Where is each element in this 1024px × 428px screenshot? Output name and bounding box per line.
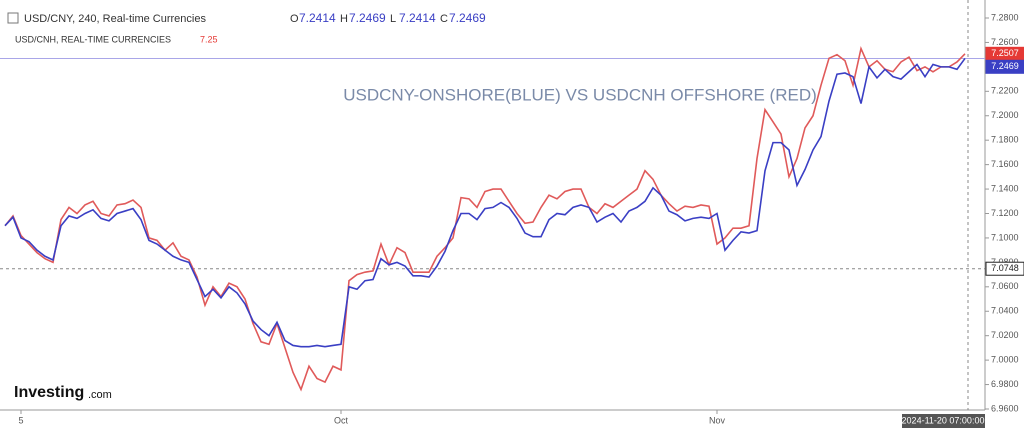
second-title: USD/CNH, REAL-TIME CURRENCIES [15,34,171,44]
x-tick-label: Nov [709,415,726,425]
y-tick-label: 7.0000 [991,355,1019,365]
y-tick-label: 7.2200 [991,86,1019,96]
second-value: 7.25 [200,34,218,44]
price-badge-label: 7.2507 [991,48,1019,58]
annotation: USDCNY-ONSHORE(BLUE) VS USDCNH OFFSHORE … [343,85,817,104]
ohlc-value: 7.2469 [449,11,486,25]
y-tick-label: 7.1400 [991,183,1019,193]
price-badge-label: 7.0748 [991,263,1019,273]
logo: Investing [14,384,84,401]
y-tick-label: 7.1800 [991,135,1019,145]
y-tick-label: 7.0200 [991,330,1019,340]
y-tick-label: 6.9600 [991,403,1019,413]
ohlc-label: O [290,13,299,25]
ohlc-value: 7.2414 [299,11,336,25]
y-tick-label: 7.0600 [991,281,1019,291]
time-badge [902,414,985,428]
x-tick-label: 5 [18,415,23,425]
price-badge [985,261,1024,276]
time-label: 2024-11-20 07:00:00 [902,415,985,425]
y-tick-label: 7.2000 [991,110,1019,120]
y-tick-label: 6.9800 [991,379,1019,389]
ohlc-label: L [390,13,396,25]
price-badge-label: 7.2469 [991,61,1019,71]
header-title: USD/CNY, 240, Real-time Currencies [24,13,206,25]
y-tick-label: 7.2600 [991,37,1019,47]
ohlc-value: 7.2469 [349,11,386,25]
y-tick-label: 7.0400 [991,306,1019,316]
logo-suffix: .com [88,389,112,401]
ohlc-label: C [440,13,448,25]
collapse-icon[interactable] [7,12,19,24]
y-tick-label: 7.1600 [991,159,1019,169]
ohlc-label: H [340,13,348,25]
y-tick-label: 7.1000 [991,232,1019,242]
y-tick-label: 7.2800 [991,12,1019,22]
price-badge [985,59,1024,74]
x-tick-label: Oct [334,415,349,425]
ohlc-value: 7.2414 [399,11,436,25]
y-tick-label: 7.1200 [991,208,1019,218]
line-series [4,57,966,348]
